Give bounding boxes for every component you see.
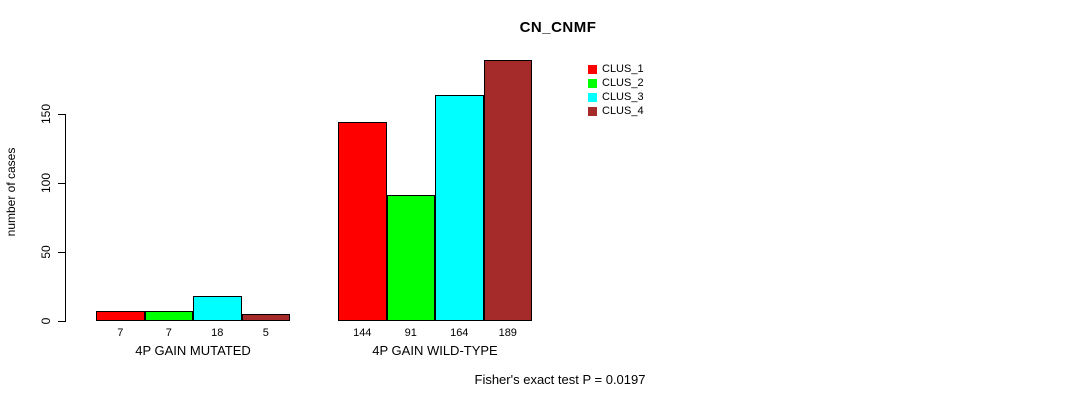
y-tick-label: 0 — [39, 317, 53, 325]
legend: CLUS_1 CLUS_2 CLUS_3 CLUS_4 — [588, 62, 644, 118]
legend-label: CLUS_2 — [602, 77, 644, 89]
y-tick-mark — [58, 252, 65, 253]
group-label: 4P GAIN WILD-TYPE — [372, 343, 498, 358]
legend-swatch-icon — [588, 64, 597, 74]
y-tick-label: 50 — [39, 245, 53, 259]
legend-swatch-icon — [588, 78, 597, 88]
y-tick-label: 150 — [39, 103, 53, 125]
bar-clus_4-group1 — [241, 314, 290, 321]
y-axis-line — [65, 114, 66, 322]
bar-value-label: 7 — [165, 327, 172, 339]
bar-clus_3-group2 — [435, 94, 484, 321]
bar-value-label: 144 — [353, 327, 372, 339]
bar-value-label: 5 — [262, 327, 269, 339]
bar-value-label: 18 — [211, 327, 224, 339]
y-tick-mark — [58, 321, 65, 322]
bar-clus_3-group1 — [193, 296, 242, 321]
bar-clus_2-group1 — [144, 311, 193, 321]
legend-row: CLUS_1 — [588, 62, 644, 76]
legend-row: CLUS_2 — [588, 76, 644, 90]
bar-clus_1-group1 — [96, 311, 145, 321]
y-tick-mark — [58, 114, 65, 115]
bar-clus_4-group2 — [483, 60, 532, 321]
legend-row: CLUS_3 — [588, 90, 644, 104]
group-label: 4P GAIN MUTATED — [135, 343, 251, 358]
legend-swatch-icon — [588, 92, 597, 102]
bar-clus_1-group2 — [338, 122, 387, 321]
y-tick-label: 100 — [39, 172, 53, 194]
legend-label: CLUS_1 — [602, 63, 644, 75]
legend-swatch-icon — [588, 106, 597, 116]
bar-value-label: 189 — [498, 327, 517, 339]
bar-value-label: 91 — [404, 327, 417, 339]
legend-row: CLUS_4 — [588, 104, 644, 118]
chart-title: CN_CNMF — [519, 19, 597, 36]
legend-label: CLUS_4 — [602, 105, 644, 117]
bar-clus_2-group2 — [386, 195, 435, 321]
y-axis-label: number of cases — [4, 147, 18, 237]
legend-label: CLUS_3 — [602, 91, 644, 103]
bar-value-label: 7 — [117, 327, 124, 339]
y-tick-mark — [58, 183, 65, 184]
fisher-test-annotation: Fisher's exact test P = 0.0197 — [474, 372, 646, 387]
bar-value-label: 164 — [450, 327, 469, 339]
